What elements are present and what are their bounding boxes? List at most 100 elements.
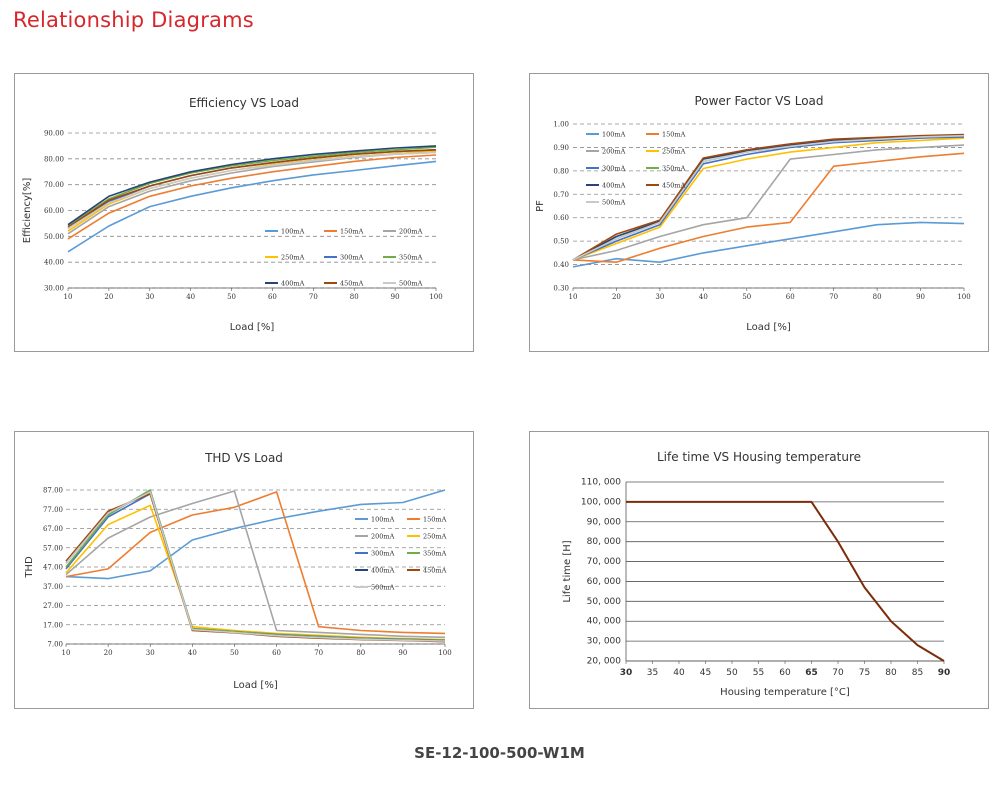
chart-svg: THD VS Load 7.00 17.00 27.00 37.00 47.00 57.00…	[24, 451, 452, 691]
legend-label: 350mA	[662, 164, 686, 172]
x-axis-label: Load [%]	[746, 322, 791, 333]
x-tick-label: 50	[230, 649, 239, 657]
x-tick-label: 45	[700, 668, 711, 678]
series-line-100mA	[65, 489, 446, 580]
x-tick-label: 80	[356, 649, 365, 657]
chart-title: Power Factor VS Load	[694, 94, 823, 108]
y-tick-label: 60, 000	[587, 577, 622, 587]
x-tick-label: 30	[146, 649, 155, 657]
series-line-100mA	[67, 160, 437, 253]
chart-title: Efficiency VS Load	[189, 96, 299, 110]
x-tick-label: 35	[647, 668, 658, 678]
y-axis-label: Efficiency[%]	[22, 178, 33, 244]
x-tick-label: 100	[957, 293, 970, 301]
series-line-100mA	[572, 221, 965, 268]
series-line-500mA	[65, 491, 446, 642]
legend-label: 450mA	[340, 279, 364, 287]
legend-label: 300mA	[371, 549, 395, 557]
x-tick-label: 50	[726, 668, 738, 678]
x-tick-label: 65	[805, 668, 818, 678]
y-tick-label: 30.00	[44, 285, 64, 293]
y-tick-label: 70, 000	[587, 557, 622, 567]
y-tick-label: 0.50	[553, 238, 569, 246]
y-tick-label: 67.00	[43, 525, 63, 533]
series-line-200mA	[65, 490, 446, 639]
y-tick-label: 0.70	[553, 191, 569, 199]
y-tick-label: 1.00	[553, 121, 569, 129]
y-tick-label: 90.00	[44, 130, 64, 138]
legend-label: 200mA	[602, 147, 626, 155]
y-tick-label: 77.00	[43, 506, 63, 514]
legend-label: 150mA	[662, 130, 686, 138]
x-tick-label: 50	[227, 293, 236, 301]
y-tick-label: 110, 000	[581, 478, 621, 488]
series-line-350mA	[65, 489, 446, 642]
legend-label: 100mA	[281, 227, 305, 235]
legend-label: 350mA	[423, 549, 447, 557]
y-axis-label: PF	[535, 200, 546, 212]
x-tick-label: 60	[779, 668, 791, 678]
model-number: SE-12-100-500-W1M	[414, 744, 585, 762]
legend-label: 400mA	[602, 181, 626, 189]
series-line	[626, 500, 945, 662]
legend-label: 500mA	[371, 583, 395, 591]
chart-title: Life time VS Housing temperature	[657, 450, 861, 464]
series-line-500mA	[67, 151, 437, 230]
x-tick-label: 70	[309, 293, 318, 301]
legend-label: 150mA	[423, 515, 447, 523]
chart-svg: Power Factor VS Load 0.30 0.40 0.50 0.60 0.70…	[535, 94, 971, 333]
series-line-300mA	[572, 136, 965, 261]
x-tick-label: 60	[272, 649, 281, 657]
x-tick-label: 60	[786, 293, 795, 301]
x-tick-label: 50	[742, 293, 751, 301]
y-tick-label: 0.90	[553, 144, 569, 152]
y-tick-label: 0.30	[553, 285, 569, 293]
thd-chart: THD VS Load 7.00 17.00 27.00 37.00 47.00 57.00…	[14, 431, 474, 709]
legend-label: 500mA	[602, 198, 626, 206]
chart-svg: Efficiency VS Load 30.00 40.00 50.00 60.00 70…	[22, 96, 443, 333]
legend-label: 250mA	[281, 253, 305, 261]
y-tick-label: 0.60	[553, 214, 569, 222]
y-tick-label: 70.00	[44, 181, 64, 189]
y-tick-label: 7.00	[47, 641, 63, 649]
legend-label: 100mA	[602, 130, 626, 138]
series-line-500mA	[572, 134, 965, 261]
series-line-450mA	[572, 133, 965, 261]
x-tick-label: 70	[314, 649, 323, 657]
legend-label: 400mA	[371, 566, 395, 574]
x-tick-label: 20	[612, 293, 621, 301]
y-tick-label: 17.00	[43, 621, 63, 629]
y-tick-label: 40.00	[44, 259, 64, 267]
x-tick-label: 80	[873, 293, 882, 301]
y-tick-label: 80, 000	[587, 537, 622, 547]
x-tick-label: 90	[938, 668, 951, 678]
legend-label: 400mA	[281, 279, 305, 287]
legend-label: 450mA	[423, 566, 447, 574]
series-line-450mA	[67, 149, 437, 228]
y-tick-label: 90, 000	[587, 517, 622, 527]
efficiency-chart: Efficiency VS Load 30.00 40.00 50.00 60.00 70…	[14, 73, 474, 352]
y-tick-label: 0.40	[553, 261, 569, 269]
y-tick-label: 37.00	[43, 583, 63, 591]
x-tick-label: 100	[438, 649, 451, 657]
legend-label: 300mA	[340, 253, 364, 261]
series-line-350mA	[67, 146, 437, 227]
series-line-150mA	[67, 154, 437, 240]
x-tick-label: 10	[64, 293, 73, 301]
x-tick-label: 30	[655, 293, 664, 301]
x-tick-label: 70	[832, 668, 844, 678]
x-tick-label: 100	[429, 293, 442, 301]
x-tick-label: 80	[885, 668, 897, 678]
legend-label: 250mA	[423, 532, 447, 540]
x-tick-label: 40	[186, 293, 195, 301]
x-tick-label: 30	[620, 668, 633, 678]
y-tick-label: 47.00	[43, 564, 63, 572]
legend-label: 450mA	[662, 181, 686, 189]
series-line-200mA	[572, 144, 965, 261]
x-axis-label: Load [%]	[233, 680, 278, 691]
series-line-250mA	[572, 137, 965, 261]
y-tick-label: 80.00	[44, 155, 64, 163]
x-tick-label: 70	[829, 293, 838, 301]
x-tick-label: 90	[916, 293, 925, 301]
